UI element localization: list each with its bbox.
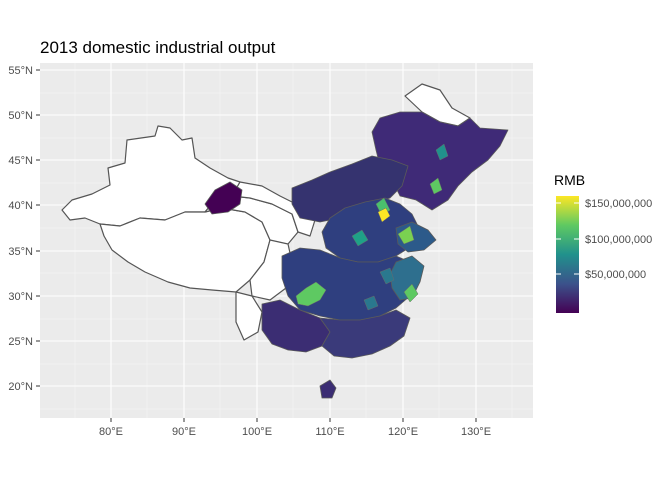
lat-label-25: 25°N	[8, 336, 33, 348]
region-gansu-west	[231, 181, 316, 237]
lat-label-35: 35°N	[8, 246, 33, 258]
lon-label-90: 90°E	[172, 426, 196, 438]
lon-label-120: 120°E	[388, 426, 418, 438]
data-regions	[204, 111, 509, 399]
legend-label-50m: $50,000,000	[585, 269, 646, 281]
lon-label-110: 110°E	[315, 426, 344, 438]
lat-label-50: 50°N	[8, 110, 33, 122]
region-gansu-east	[204, 181, 243, 215]
legend-labels: $150,000,000 $100,000,000 $50,000,000	[585, 198, 652, 281]
lat-label-40: 40°N	[8, 200, 33, 212]
legend-ticks	[556, 202, 579, 275]
region-hainan	[319, 379, 337, 399]
region-inner-mongolia	[291, 155, 409, 223]
legend-label-100m: $100,000,000	[585, 234, 652, 246]
lat-label-20: 20°N	[8, 381, 33, 393]
map-title: 2013 domestic industrial output	[40, 38, 276, 57]
lon-label-80: 80°E	[99, 426, 123, 438]
lon-ticks	[110, 418, 477, 422]
lat-label-30: 30°N	[8, 291, 33, 303]
lat-label-45: 45°N	[8, 155, 33, 167]
lon-label-130: 130°E	[461, 426, 491, 438]
region-south-china	[319, 309, 411, 359]
legend-colorbar	[556, 196, 579, 313]
highlight-regions	[295, 143, 449, 311]
lat-label-55: 55°N	[8, 65, 33, 77]
lon-labels: 80°E 90°E 100°E 110°E 120°E 130°E	[99, 426, 491, 438]
region-yunnan-west	[235, 291, 263, 341]
lat-ticks	[36, 69, 40, 387]
lat-labels: 55°N 50°N 45°N 40°N 35°N 30°N 25°N 20°N	[8, 65, 33, 393]
lon-label-100: 100°E	[242, 426, 272, 438]
legend-title: RMB	[554, 172, 586, 188]
legend-label-150m: $150,000,000	[585, 198, 652, 210]
